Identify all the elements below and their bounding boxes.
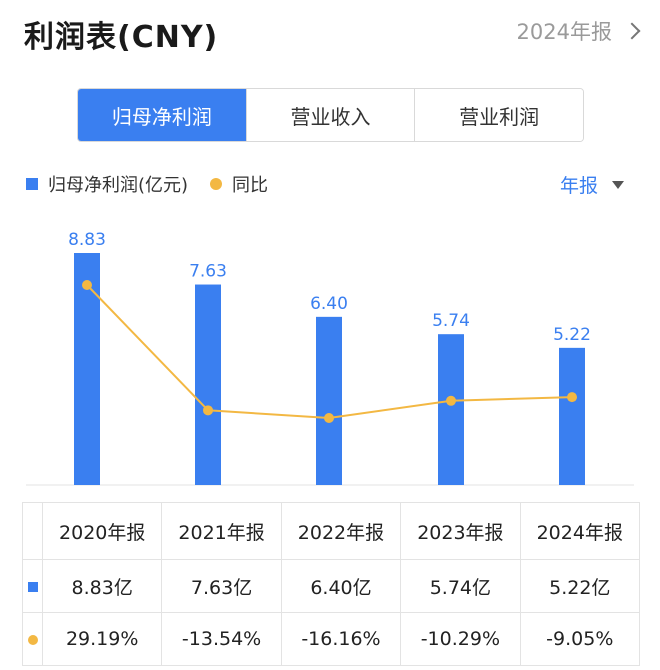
period-link-label: 2024年报 [516, 20, 612, 44]
bar-value-label: 5.22 [553, 325, 591, 345]
bar-2021年报 [195, 284, 221, 485]
period-link[interactable]: 2024年报 [516, 16, 641, 46]
line-series-marker [27, 635, 38, 645]
table-row-profit: 8.83亿 7.63亿 6.40亿 5.74亿 5.22亿 [22, 559, 641, 613]
chevron-right-icon [623, 22, 641, 40]
table-cell: 5.22亿 [519, 559, 641, 613]
table-header-cell: 2022年报 [280, 502, 402, 560]
bar-series-marker [27, 582, 38, 592]
profit-chart: 8.83 7.63 6.40 5.74 5.22 [26, 230, 634, 486]
legend-bar-label: 归母净利润(亿元) [48, 175, 189, 196]
yoy-point-2021年报 [203, 405, 213, 416]
table-cell: 7.63亿 [161, 559, 282, 613]
table-row-yoy: 29.19% -13.54% -16.16% -10.29% -9.05% [22, 612, 641, 666]
table-cell: -10.29% [400, 612, 521, 666]
table-cell: -9.05% [519, 612, 641, 666]
table-corner-cell [22, 502, 43, 560]
frequency-select-label: 年报 [559, 175, 598, 197]
table-cell: -13.54% [161, 612, 282, 666]
table-cell: -16.16% [280, 612, 402, 666]
table-cell: 8.83亿 [41, 559, 163, 613]
metric-tabs: 归母净利润 营业收入 营业利润 [77, 88, 584, 142]
tab-revenue[interactable]: 营业收入 [245, 89, 415, 141]
data-table: 2020年报 2021年报 2022年报 2023年报 2024年报 8.83亿… [22, 502, 641, 666]
bar-value-label: 5.74 [432, 311, 470, 331]
yoy-point-2024年报 [567, 392, 577, 403]
table-cell: 29.19% [41, 612, 163, 666]
table-row-marker [22, 612, 43, 666]
table-cell: 6.40亿 [280, 559, 402, 613]
bar-value-label: 6.40 [310, 294, 348, 314]
legend-line-swatch [210, 178, 223, 190]
table-header-cell: 2020年报 [41, 502, 163, 560]
chart-legend: 归母净利润(亿元) 同比 [26, 170, 268, 198]
tab-operating-profit[interactable]: 营业利润 [414, 89, 583, 141]
legend-line-label: 同比 [232, 175, 269, 196]
dropdown-arrow-icon [612, 180, 624, 189]
table-header-cell: 2021年报 [161, 502, 282, 560]
header: 利润表(CNY) 2024年报 [0, 0, 660, 64]
tab-net-profit[interactable]: 归母净利润 [78, 89, 246, 141]
table-cell: 5.74亿 [400, 559, 521, 613]
frequency-select[interactable]: 年报 [560, 171, 624, 198]
bar-value-label: 7.63 [189, 262, 227, 282]
bar-2020年报 [74, 253, 100, 485]
table-header-cell: 2023年报 [400, 502, 521, 560]
table-header-row: 2020年报 2021年报 2022年报 2023年报 2024年报 [22, 502, 641, 560]
yoy-point-2023年报 [446, 395, 456, 406]
bar-value-label: 8.83 [68, 230, 106, 250]
yoy-point-2020年报 [82, 280, 92, 290]
legend-bar-swatch [26, 178, 38, 190]
page-title: 利润表(CNY) [24, 20, 219, 55]
bar-2022年报 [316, 316, 342, 485]
table-header-cell: 2024年报 [519, 502, 641, 560]
bar-2023年报 [438, 334, 464, 485]
yoy-point-2022年报 [324, 413, 334, 423]
table-row-marker [22, 559, 43, 613]
bar-2024年报 [559, 347, 585, 485]
